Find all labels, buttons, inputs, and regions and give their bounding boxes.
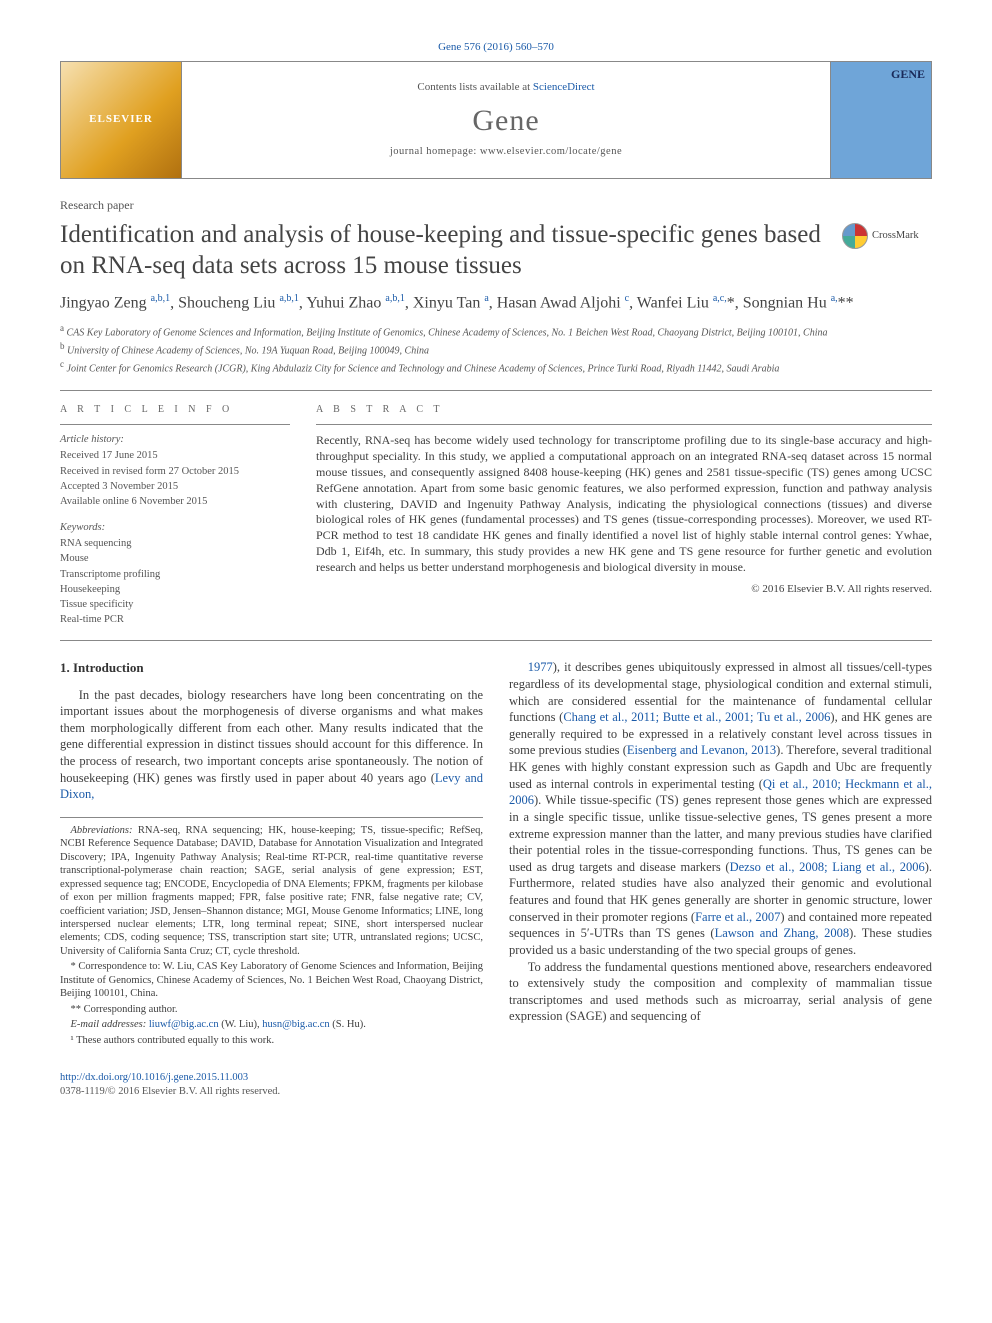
intro-para-1-cont: 1977), it describes genes ubiquitously e… [509,659,932,958]
article-type: Research paper [60,197,932,213]
history-line: Received in revised form 27 October 2015 [60,465,290,479]
journal-cover: GENE [831,62,931,178]
keyword: Tissue specificity [60,598,290,612]
issn-copyright: 0378-1119/© 2016 Elsevier B.V. All right… [60,1086,280,1097]
masthead: ELSEVIER Contents lists available at Sci… [60,61,932,179]
citation-link[interactable]: Dezso et al., 2008; Liang et al., 2006 [730,860,925,874]
citation-link[interactable]: Farre et al., 2007 [695,910,780,924]
masthead-center: Contents lists available at ScienceDirec… [181,62,831,178]
emails-footnote: E-mail addresses: liuwf@big.ac.cn (W. Li… [60,1018,483,1031]
keyword: Mouse [60,552,290,566]
citation-link[interactable]: Chang et al., 2011; Butte et al., 2001; … [563,710,830,724]
history-line: Available online 6 November 2015 [60,495,290,509]
citation-link[interactable]: 1977 [528,660,553,674]
keyword: Housekeeping [60,583,290,597]
article-title: Identification and analysis of house-kee… [60,219,842,282]
affiliation-line: b University of Chinese Academy of Scien… [60,340,932,358]
email-link-2[interactable]: husn@big.ac.cn [262,1019,329,1030]
intro-para-1: In the past decades, biology researchers… [60,687,483,803]
footnotes-block: Abbreviations: RNA-seq, RNA sequencing; … [60,817,483,1047]
abstract: A B S T R A C T Recently, RNA-seq has be… [316,403,932,629]
abstract-text: Recently, RNA-seq has become widely used… [316,433,932,575]
email-link-1[interactable]: liuwf@big.ac.cn [149,1019,219,1030]
history-line: Received 17 June 2015 [60,449,290,463]
intro-para-2: To address the fundamental questions men… [509,959,932,1026]
equal-contrib-footnote: ¹ These authors contributed equally to t… [60,1034,483,1047]
author-list: Jingyao Zeng a,b,1, Shoucheng Liu a,b,1,… [60,292,932,315]
citation-link[interactable]: Eisenberg and Levanon, 2013 [627,743,776,757]
journal-homepage: journal homepage: www.elsevier.com/locat… [390,145,622,159]
history-line: Accepted 3 November 2015 [60,480,290,494]
doi-link[interactable]: http://dx.doi.org/10.1016/j.gene.2015.11… [60,1072,248,1083]
article-info: A R T I C L E I N F O Article history: R… [60,403,290,629]
sd-prefix: Contents lists available at [417,81,532,93]
keyword: Transcriptome profiling [60,568,290,582]
abstract-heading: A B S T R A C T [316,403,932,417]
sciencedirect-line: Contents lists available at ScienceDirec… [417,80,594,95]
abstract-copyright: © 2016 Elsevier B.V. All rights reserved… [316,582,932,597]
journal-name: Gene [472,101,539,142]
abbreviations-footnote: Abbreviations: RNA-seq, RNA sequencing; … [60,824,483,958]
section-heading-intro: 1. Introduction [60,659,483,676]
affiliation-line: a CAS Key Laboratory of Genome Sciences … [60,322,932,340]
rule [60,640,932,641]
page-footer: http://dx.doi.org/10.1016/j.gene.2015.11… [60,1071,932,1099]
running-head: Gene 576 (2016) 560–570 [60,40,932,55]
keyword: Real-time PCR [60,613,290,627]
body-columns: 1. Introduction In the past decades, bio… [60,659,932,1049]
citation-link[interactable]: Lawson and Zhang, 2008 [715,926,850,940]
article-info-heading: A R T I C L E I N F O [60,403,290,417]
affiliations: a CAS Key Laboratory of Genome Sciences … [60,322,932,375]
rule [60,390,932,391]
history-heading: Article history: [60,433,290,447]
corresponding-1: * Correspondence to: W. Liu, CAS Key Lab… [60,960,483,1000]
keywords-heading: Keywords: [60,521,290,535]
crossmark-badge[interactable]: CrossMark [842,223,932,249]
sciencedirect-link[interactable]: ScienceDirect [533,81,595,93]
running-head-link[interactable]: Gene 576 (2016) 560–570 [438,41,554,53]
crossmark-label: CrossMark [872,229,919,243]
corresponding-2: ** Corresponding author. [60,1003,483,1016]
cover-label: GENE [891,66,925,82]
affiliation-line: c Joint Center for Genomics Research (JC… [60,358,932,376]
publisher-logo: ELSEVIER [61,62,181,178]
keyword: RNA sequencing [60,537,290,551]
crossmark-icon [842,223,868,249]
